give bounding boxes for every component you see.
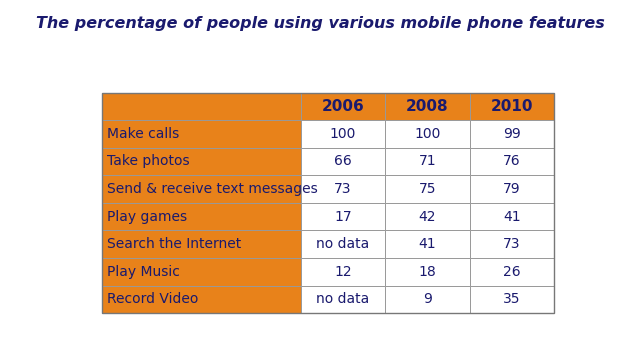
Text: Record Video: Record Video: [108, 292, 198, 306]
Text: 26: 26: [503, 265, 520, 279]
Bar: [470, 175, 554, 203]
Bar: [301, 286, 385, 313]
Text: 12: 12: [334, 265, 352, 279]
Text: 9: 9: [423, 292, 432, 306]
Text: 99: 99: [503, 127, 520, 141]
Bar: [470, 231, 554, 258]
Text: no data: no data: [317, 237, 370, 251]
Bar: [470, 203, 554, 231]
Bar: [102, 203, 301, 231]
Text: Make calls: Make calls: [108, 127, 180, 141]
Text: The percentage of people using various mobile phone features: The percentage of people using various m…: [36, 16, 604, 31]
Bar: [385, 120, 470, 148]
Bar: [301, 148, 385, 175]
Text: 2008: 2008: [406, 99, 449, 114]
Bar: [102, 93, 554, 313]
Bar: [102, 231, 301, 258]
Bar: [102, 286, 301, 313]
Bar: [470, 148, 554, 175]
Bar: [301, 203, 385, 231]
Bar: [385, 231, 470, 258]
Text: 100: 100: [414, 127, 441, 141]
Text: 75: 75: [419, 182, 436, 196]
Text: 41: 41: [419, 237, 436, 251]
Text: 79: 79: [503, 182, 520, 196]
Bar: [470, 258, 554, 286]
Text: 76: 76: [503, 155, 520, 169]
Text: Take photos: Take photos: [108, 155, 190, 169]
Bar: [102, 258, 301, 286]
Text: 17: 17: [334, 210, 352, 224]
Text: Play games: Play games: [108, 210, 188, 224]
Bar: [301, 175, 385, 203]
Bar: [385, 148, 470, 175]
Bar: [385, 258, 470, 286]
Text: Play Music: Play Music: [108, 265, 180, 279]
Text: 35: 35: [503, 292, 520, 306]
Bar: [102, 120, 301, 148]
Bar: [470, 93, 554, 120]
Bar: [385, 286, 470, 313]
Text: 42: 42: [419, 210, 436, 224]
Bar: [470, 286, 554, 313]
Text: no data: no data: [317, 292, 370, 306]
Text: 41: 41: [503, 210, 520, 224]
Bar: [301, 258, 385, 286]
Text: 73: 73: [334, 182, 352, 196]
Bar: [102, 93, 301, 120]
Text: 2010: 2010: [490, 99, 533, 114]
Text: 73: 73: [503, 237, 520, 251]
Bar: [301, 120, 385, 148]
Text: Search the Internet: Search the Internet: [108, 237, 241, 251]
Text: 18: 18: [419, 265, 436, 279]
Bar: [470, 120, 554, 148]
Text: 100: 100: [330, 127, 356, 141]
Text: 2006: 2006: [322, 99, 365, 114]
Bar: [301, 93, 385, 120]
Bar: [385, 93, 470, 120]
Bar: [385, 175, 470, 203]
Text: 66: 66: [334, 155, 352, 169]
Bar: [102, 175, 301, 203]
Bar: [301, 231, 385, 258]
Bar: [102, 148, 301, 175]
Text: 71: 71: [419, 155, 436, 169]
Bar: [385, 203, 470, 231]
Text: Send & receive text messages: Send & receive text messages: [108, 182, 318, 196]
